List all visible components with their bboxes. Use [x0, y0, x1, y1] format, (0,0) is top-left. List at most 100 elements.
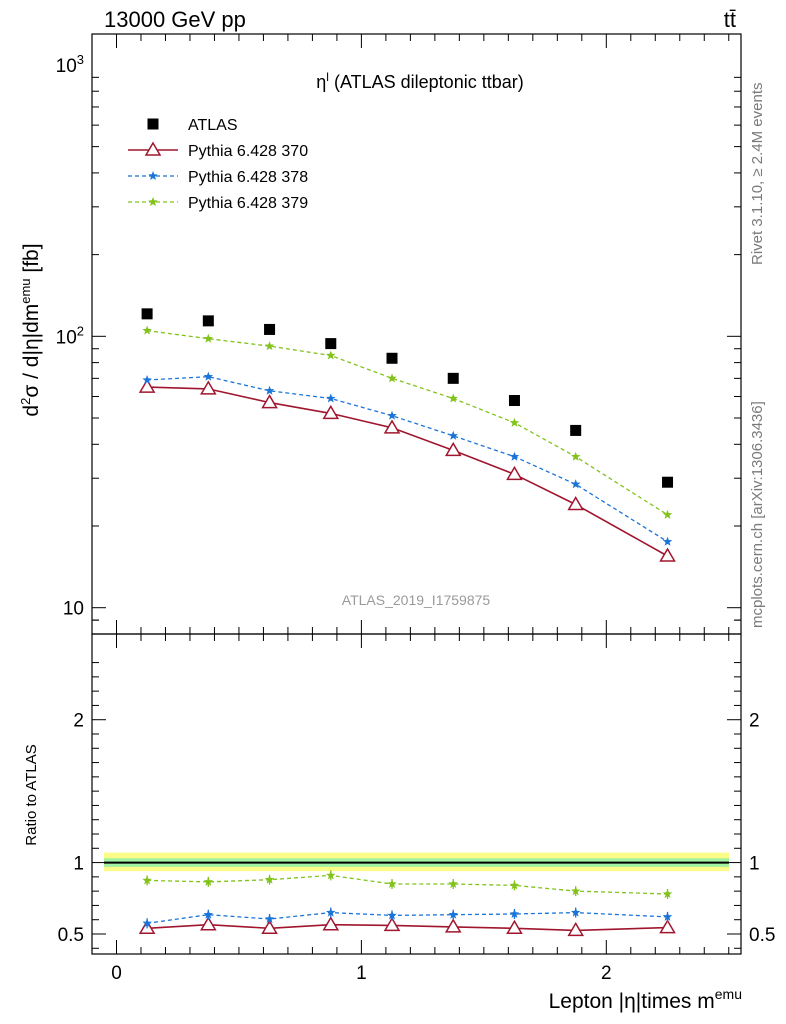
energy-label: 13000 GeV pp — [104, 7, 246, 32]
process-label: tt̄ — [724, 7, 736, 32]
ratio-y-tick-label-right: 2 — [749, 711, 760, 732]
ratio-data-point — [387, 879, 397, 889]
ratio-data-point — [203, 876, 214, 886]
main-data-point — [662, 509, 673, 519]
ratio-y-tick-label: 2 — [73, 711, 84, 732]
ratio-data-point — [444, 918, 462, 933]
ratio-series-pythia-378 — [142, 907, 673, 929]
main-y-tick-label: 10 — [63, 599, 84, 620]
legend-entry: Pythia 6.428 378 — [128, 169, 308, 186]
ratio-data-point — [261, 919, 278, 935]
main-data-point — [261, 394, 278, 409]
ratio-data-point — [659, 919, 676, 934]
ratio-y-tick-label: 0.5 — [58, 925, 84, 946]
main-data-point — [142, 325, 152, 335]
mcplots-label: mcplots.cern.ch [arXiv:1306.3436] — [749, 401, 766, 628]
main-data-point — [570, 451, 581, 461]
ratio-series-pythia-370 — [138, 916, 676, 937]
ratio-data-point — [203, 909, 214, 919]
ratio-y-tick-label-right: 0.5 — [749, 925, 775, 946]
ylabel-part: σ / d|η|dm — [20, 304, 43, 398]
main-data-point — [387, 410, 397, 420]
ratio-data-point — [509, 880, 520, 890]
main-data-point — [387, 373, 397, 383]
ratio-data-point — [264, 914, 275, 924]
main-data-point — [509, 451, 520, 461]
main-series-pythia-379 — [142, 325, 673, 519]
main-data-point — [509, 417, 520, 427]
main-data-point — [200, 380, 217, 395]
ratio-data-point — [509, 909, 520, 919]
legend-label: Pythia 6.428 370 — [188, 143, 308, 160]
legend-marker — [148, 171, 158, 181]
x-axis-label: Lepton |η|times memu — [549, 986, 742, 1013]
main-y-tick-label: 103 — [56, 52, 84, 77]
analysis-id: ATLAS_2019_I1759875 — [342, 592, 491, 608]
plot-frames — [91, 33, 742, 955]
main-series-line — [147, 376, 668, 543]
xlabel-part: Lepton |η|times m — [549, 990, 715, 1013]
main-y-tick-label: 102 — [56, 323, 84, 348]
ratio-data-point — [506, 919, 523, 935]
xlabel-sup: emu — [715, 986, 742, 1002]
ratio-data-point — [383, 916, 401, 932]
main-data-point — [448, 430, 458, 440]
ratio-data-point — [448, 879, 458, 889]
x-tick-label: 2 — [601, 963, 612, 984]
legend-label: Pythia 6.428 379 — [188, 195, 308, 212]
x-tick-label: 0 — [111, 963, 122, 984]
ratio-y-tick-label: 1 — [73, 854, 84, 875]
ratio-series-line — [147, 874, 668, 895]
main-data-point — [570, 479, 581, 489]
main-data-point — [448, 393, 458, 403]
legend: ATLAS Pythia 6.428 370 Pythia 6.428 378 Pyt… — [128, 117, 308, 212]
main-data-point — [570, 424, 582, 436]
main-series-line — [147, 329, 668, 516]
plot-title: ηl (ATLAS dileptonic ttbar) — [316, 70, 523, 92]
main-y-tick-exponent: 3 — [77, 52, 84, 67]
main-data-point — [506, 465, 523, 481]
legend-entry: ATLAS — [147, 117, 238, 134]
main-data-point — [662, 536, 673, 546]
ratio-data-point — [387, 910, 397, 920]
legend-entry: Pythia 6.428 379 — [128, 195, 308, 212]
main-data-point — [326, 393, 336, 403]
rivet-label: Rivet 3.1.10, ≥ 2.4M events — [749, 83, 766, 266]
ratio-data-point — [142, 875, 152, 885]
main-data-point — [142, 375, 152, 385]
ratio-data-point — [567, 921, 584, 937]
main-y-tick-exponent: 2 — [77, 323, 84, 338]
main-data-point — [202, 315, 214, 327]
ratio-data-point — [264, 874, 275, 884]
main-data-point — [383, 419, 401, 434]
ratio-y-tick-label-right: 1 — [749, 854, 760, 875]
main-data-point — [325, 338, 337, 350]
title-superscript: l — [326, 70, 329, 84]
ylabel-part: [fb] — [20, 243, 43, 278]
main-data-point — [659, 547, 676, 562]
main-series-line — [147, 386, 668, 557]
main-data-point — [138, 378, 156, 393]
ratio-data-point — [448, 909, 458, 919]
main-data-point — [141, 308, 153, 320]
ratio-data-point — [322, 916, 340, 931]
main-data-point — [567, 496, 584, 511]
main-data-point — [662, 476, 674, 488]
main-data-point — [264, 323, 276, 335]
main-data-point — [508, 395, 520, 407]
main-data-point — [264, 341, 275, 351]
ratio-data-point — [142, 918, 152, 928]
ratio-data-point — [326, 870, 336, 880]
tick-labels: 10 102 103 0 1 2 0.5 0.5 1 1 2 2 — [56, 52, 776, 984]
ratio-data-point — [570, 886, 581, 896]
axis-ticks — [91, 34, 741, 954]
main-data-point — [326, 350, 336, 360]
ratio-uncertainty-band — [104, 852, 729, 872]
ratio-panel-frame — [91, 633, 742, 955]
legend-label: ATLAS — [188, 117, 238, 134]
ratio-series-line — [147, 911, 668, 924]
ratio-series-line — [147, 923, 668, 932]
legend-label: Pythia 6.428 378 — [188, 169, 308, 186]
main-data-point — [203, 371, 214, 381]
ratio-data-point — [200, 916, 217, 931]
